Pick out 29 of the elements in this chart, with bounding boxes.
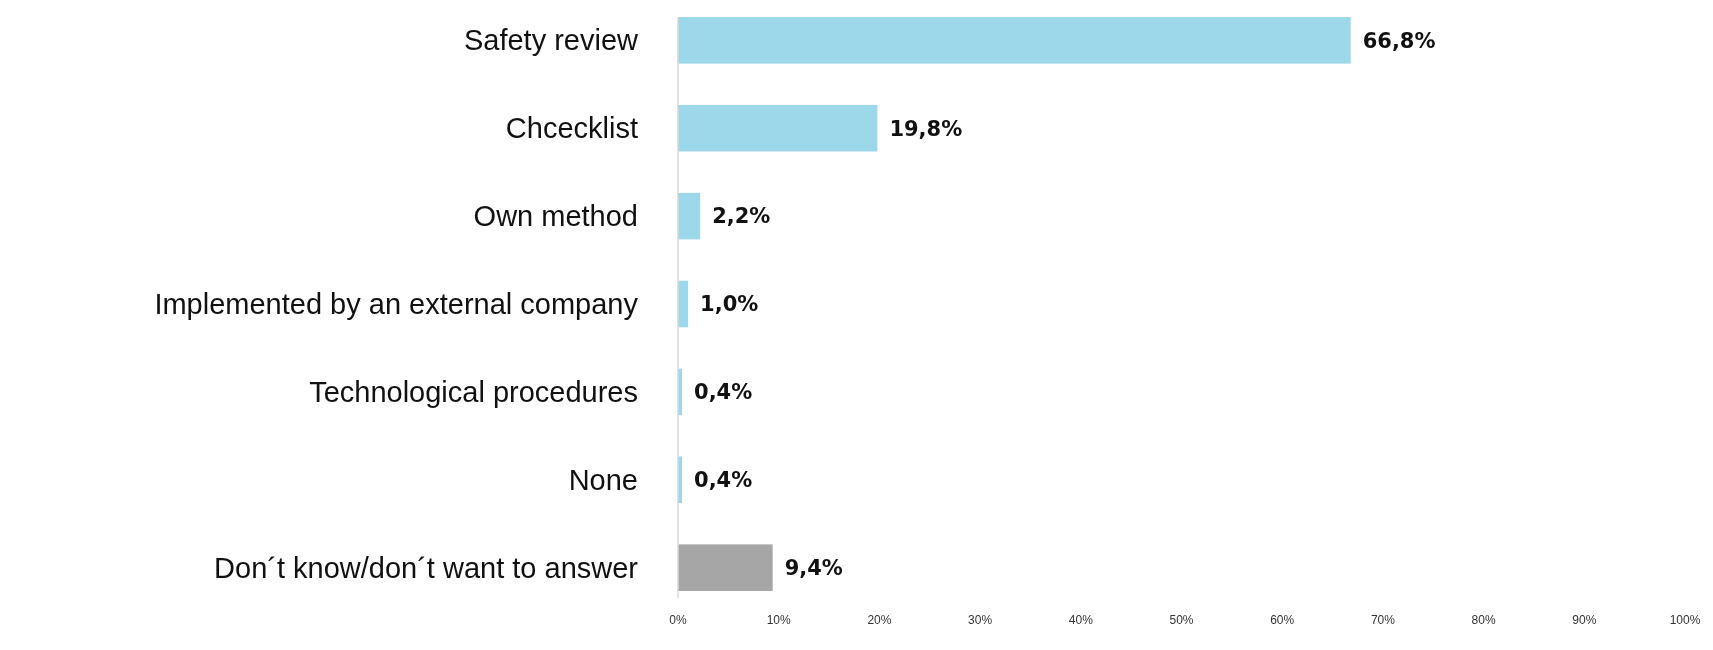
y-tick-label: Don´t know/don´t want to answer (214, 551, 639, 584)
data-label: 0,4% (694, 468, 753, 493)
y-tick-label: None (568, 463, 638, 496)
data-label: 0,4% (694, 380, 753, 405)
data-label: 9,4% (784, 556, 843, 581)
y-tick-label: Chcecklist (505, 112, 638, 145)
x-tick-label: 100% (1669, 613, 1701, 627)
x-tick-label: 70% (1370, 613, 1396, 627)
x-tick-label: 80% (1471, 613, 1496, 627)
y-tick-label: Implemented by an external company (154, 288, 639, 321)
x-tick-label: 10% (766, 613, 792, 627)
bar (678, 17, 1351, 64)
x-tick-label: 40% (1068, 613, 1094, 627)
bar (678, 192, 701, 240)
data-label: 2,2% (712, 204, 771, 229)
x-tick-label: 90% (1572, 613, 1597, 627)
y-tick-label: Technological procedures (309, 376, 638, 409)
bar (678, 544, 773, 591)
data-label: 19,8% (889, 116, 963, 141)
data-label: 1,0% (700, 292, 759, 317)
y-tick-label: Own method (473, 200, 638, 233)
y-tick-label: Safety review (463, 24, 640, 57)
data-label: 66,8% (1362, 28, 1436, 53)
x-tick-label: 20% (867, 613, 892, 627)
x-tick-label: 30% (968, 613, 993, 627)
x-tick-label: 0% (669, 613, 687, 627)
x-tick-label: 60% (1270, 613, 1295, 627)
bar (678, 104, 878, 152)
x-tick-label: 50% (1169, 613, 1194, 627)
